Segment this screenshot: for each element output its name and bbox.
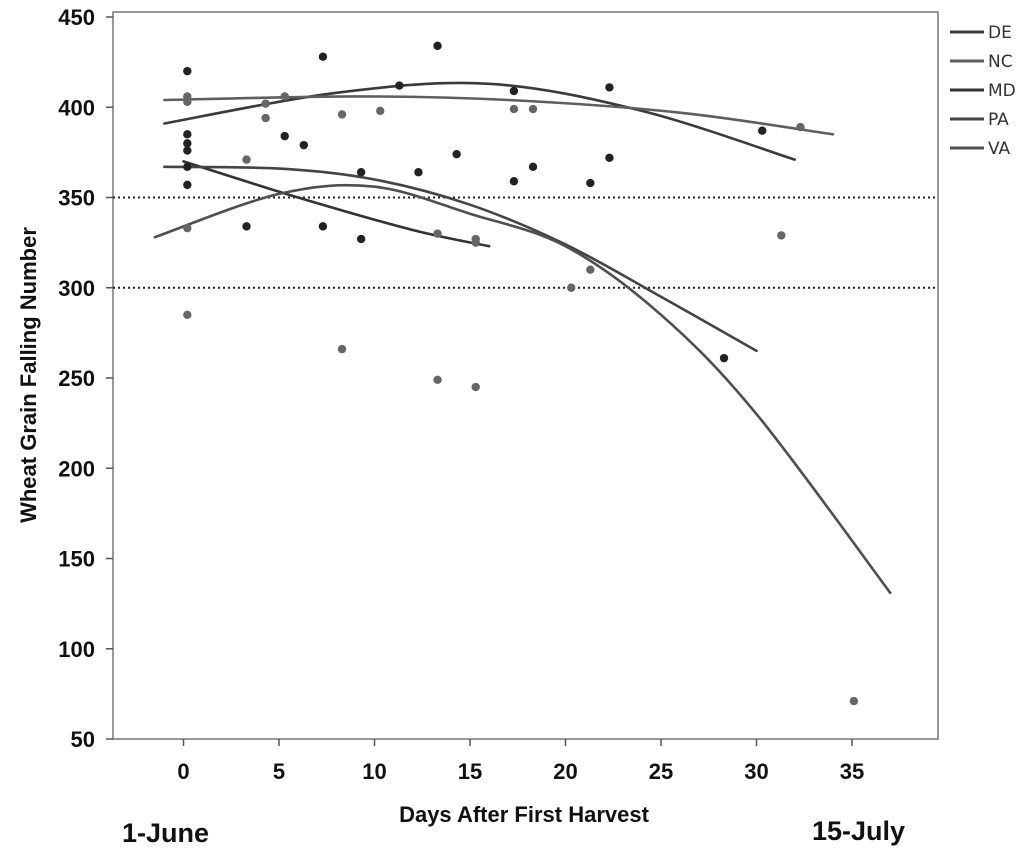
plot-frame: [112, 11, 939, 740]
data-point: [318, 52, 328, 61]
x-axis-ticks: 0 5 10 15 20 25 30 35: [177, 739, 864, 784]
data-point: [471, 382, 480, 392]
legend-label: DE: [988, 23, 1012, 43]
reference-lines: [113, 196, 938, 289]
data-point: [280, 92, 289, 101]
legend-label: PA: [988, 110, 1009, 130]
legend-label: MD: [988, 81, 1016, 101]
y-tick-label: 350: [58, 186, 95, 211]
fit-curve-md: [182, 160, 491, 248]
data-point: [183, 180, 192, 190]
data-point: [299, 140, 309, 150]
data-point: [509, 86, 519, 96]
data-point: [605, 83, 614, 92]
data-point: [183, 162, 192, 172]
y-tick-label: 300: [58, 276, 95, 301]
data-point: [280, 131, 289, 141]
data-point: [605, 153, 614, 162]
plot-border: [112, 11, 939, 740]
y-tick-label: 400: [58, 95, 95, 120]
fit-curves: [153, 81, 892, 595]
data-point: [509, 104, 519, 114]
x-tick-label: 15: [458, 759, 482, 784]
data-point: [337, 110, 347, 119]
y-tick-label: 450: [58, 5, 95, 30]
data-point: [183, 130, 192, 139]
data-point: [183, 97, 192, 107]
x-tick-label: 20: [553, 759, 577, 784]
x-tick-label: 35: [840, 759, 864, 784]
fit-curve-pa: [163, 165, 758, 353]
y-axis-ticks: 50 100 150 200 250 300 350 400 450: [58, 5, 113, 752]
data-point: [183, 310, 192, 320]
x-tick-label: 30: [744, 759, 768, 784]
data-point: [586, 265, 595, 274]
y-axis-title: Wheat Grain Falling Number: [16, 227, 41, 523]
data-point: [395, 81, 404, 90]
fit-curve-de: [163, 81, 796, 161]
y-tick-label: 150: [58, 547, 95, 572]
data-point: [242, 155, 251, 164]
data-point: [414, 168, 423, 177]
data-points: [183, 41, 859, 706]
data-point: [356, 168, 366, 177]
data-point: [433, 41, 442, 51]
legend-label: NC: [988, 52, 1013, 72]
data-point: [528, 162, 538, 172]
data-point: [183, 223, 192, 233]
data-point: [337, 344, 347, 354]
x-tick-label: 25: [649, 759, 673, 784]
data-point: [376, 106, 385, 116]
end-date-label: 15-July: [812, 816, 906, 846]
x-tick-label: 5: [273, 759, 285, 784]
y-tick-label: 50: [71, 727, 95, 752]
data-point: [183, 146, 192, 155]
data-point: [261, 113, 270, 123]
data-point: [261, 99, 270, 108]
data-point: [528, 104, 538, 114]
data-point: [356, 234, 366, 244]
data-point: [183, 66, 192, 76]
data-point: [849, 696, 859, 706]
data-point: [796, 122, 805, 132]
data-point: [183, 139, 192, 148]
data-point: [719, 353, 729, 363]
fit-curve-va: [153, 183, 892, 595]
start-date-label: 1-June: [122, 818, 210, 848]
y-tick-label: 100: [58, 637, 95, 662]
y-tick-label: 250: [58, 366, 95, 391]
data-point: [567, 283, 576, 292]
x-tick-label: 0: [177, 759, 189, 784]
y-tick-label: 200: [58, 456, 95, 481]
data-point: [242, 222, 251, 231]
data-point: [758, 126, 767, 135]
legend: DE NC MD PA VA: [950, 23, 1016, 159]
data-point: [433, 229, 442, 238]
x-tick-label: 10: [362, 759, 386, 784]
data-point: [471, 238, 480, 247]
data-point: [509, 177, 519, 186]
data-point: [433, 375, 442, 385]
data-point: [452, 149, 461, 159]
data-point: [318, 222, 328, 231]
data-point: [586, 178, 595, 188]
legend-label: VA: [988, 139, 1011, 159]
data-point: [777, 231, 786, 240]
x-axis-title: Days After First Harvest: [399, 802, 650, 827]
